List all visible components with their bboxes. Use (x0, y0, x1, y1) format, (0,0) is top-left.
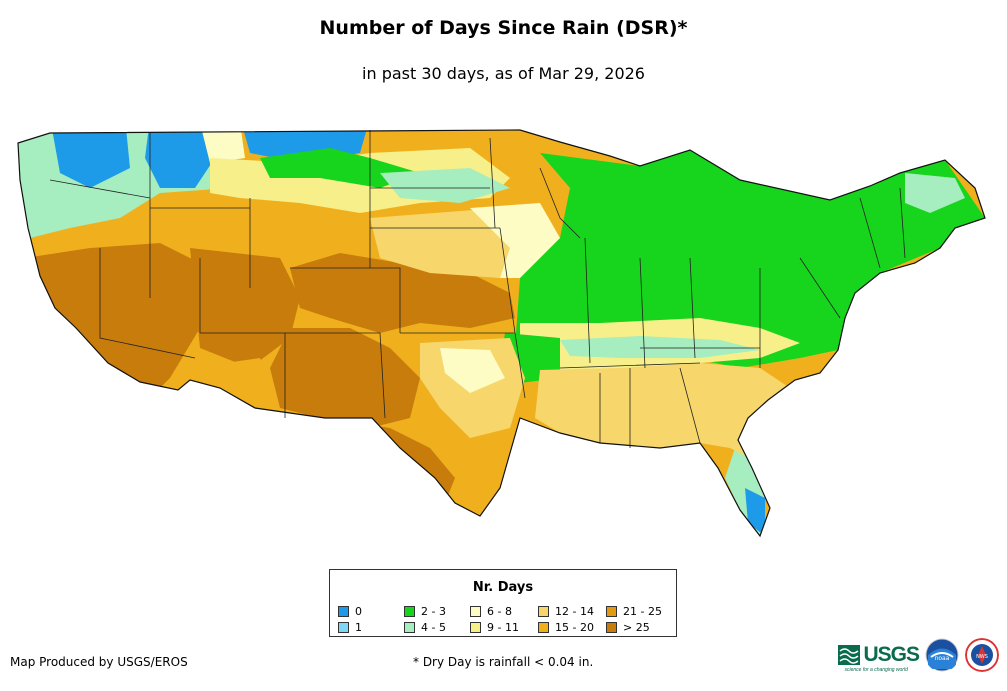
legend-title: Nr. Days (472, 580, 534, 595)
legend-swatch (338, 621, 349, 633)
usgs-logo: USGS science for a changing world (838, 643, 920, 673)
legend-item: 6 - 8 (470, 604, 512, 618)
usgs-tagline: science for a changing world (844, 667, 908, 673)
legend-swatch (470, 621, 481, 633)
legend-item: 15 - 20 (538, 620, 594, 634)
usgs-text: USGS (863, 643, 920, 666)
map-credit: Map Produced by USGS/EROS (10, 655, 188, 669)
agency-logos: USGS science for a changing world noaa N… (838, 638, 999, 673)
legend-item: > 25 (606, 620, 650, 634)
noaa-logo: noaa (925, 638, 959, 672)
legend-item: 12 - 14 (538, 604, 594, 618)
legend-swatch (538, 621, 549, 633)
legend-item: 0 (338, 604, 362, 618)
us-dsr-map (17, 129, 986, 537)
legend-swatch (606, 621, 617, 633)
legend-label: 6 - 8 (487, 604, 512, 618)
legend-item: 21 - 25 (606, 604, 662, 618)
legend-swatch (606, 605, 617, 617)
legend-label: 2 - 3 (421, 604, 446, 618)
nws-text: NWS (976, 654, 988, 660)
map-legend: Nr. Days 0 1 2 - 3 4 - 5 6 - 8 9 - 11 12 - 14 1… (329, 569, 677, 637)
legend-swatch (538, 605, 549, 617)
legend-label: > 25 (623, 620, 650, 634)
legend-item: 2 - 3 (404, 604, 446, 618)
noaa-text: noaa (935, 655, 950, 662)
legend-swatch (338, 605, 349, 617)
legend-label: 9 - 11 (487, 620, 519, 634)
dry-day-footnote: * Dry Day is rainfall < 0.04 in. (413, 655, 594, 669)
legend-swatch (470, 605, 481, 617)
legend-label: 15 - 20 (555, 620, 594, 634)
legend-label: 0 (355, 604, 362, 618)
legend-swatch (404, 605, 415, 617)
map-title: Number of Days Since Rain (DSR)* (319, 17, 688, 39)
map-subtitle: in past 30 days, as of Mar 29, 2026 (362, 64, 645, 83)
legend-item: 1 (338, 620, 362, 634)
legend-item: 4 - 5 (404, 620, 446, 634)
legend-item: 9 - 11 (470, 620, 519, 634)
legend-label: 21 - 25 (623, 604, 662, 618)
state-boundaries (49, 130, 906, 448)
legend-label: 4 - 5 (421, 620, 446, 634)
nws-logo: NWS (965, 638, 999, 672)
legend-label: 1 (355, 620, 362, 634)
legend-label: 12 - 14 (555, 604, 594, 618)
usgs-wave-icon (838, 645, 861, 665)
legend-swatch (404, 621, 415, 633)
